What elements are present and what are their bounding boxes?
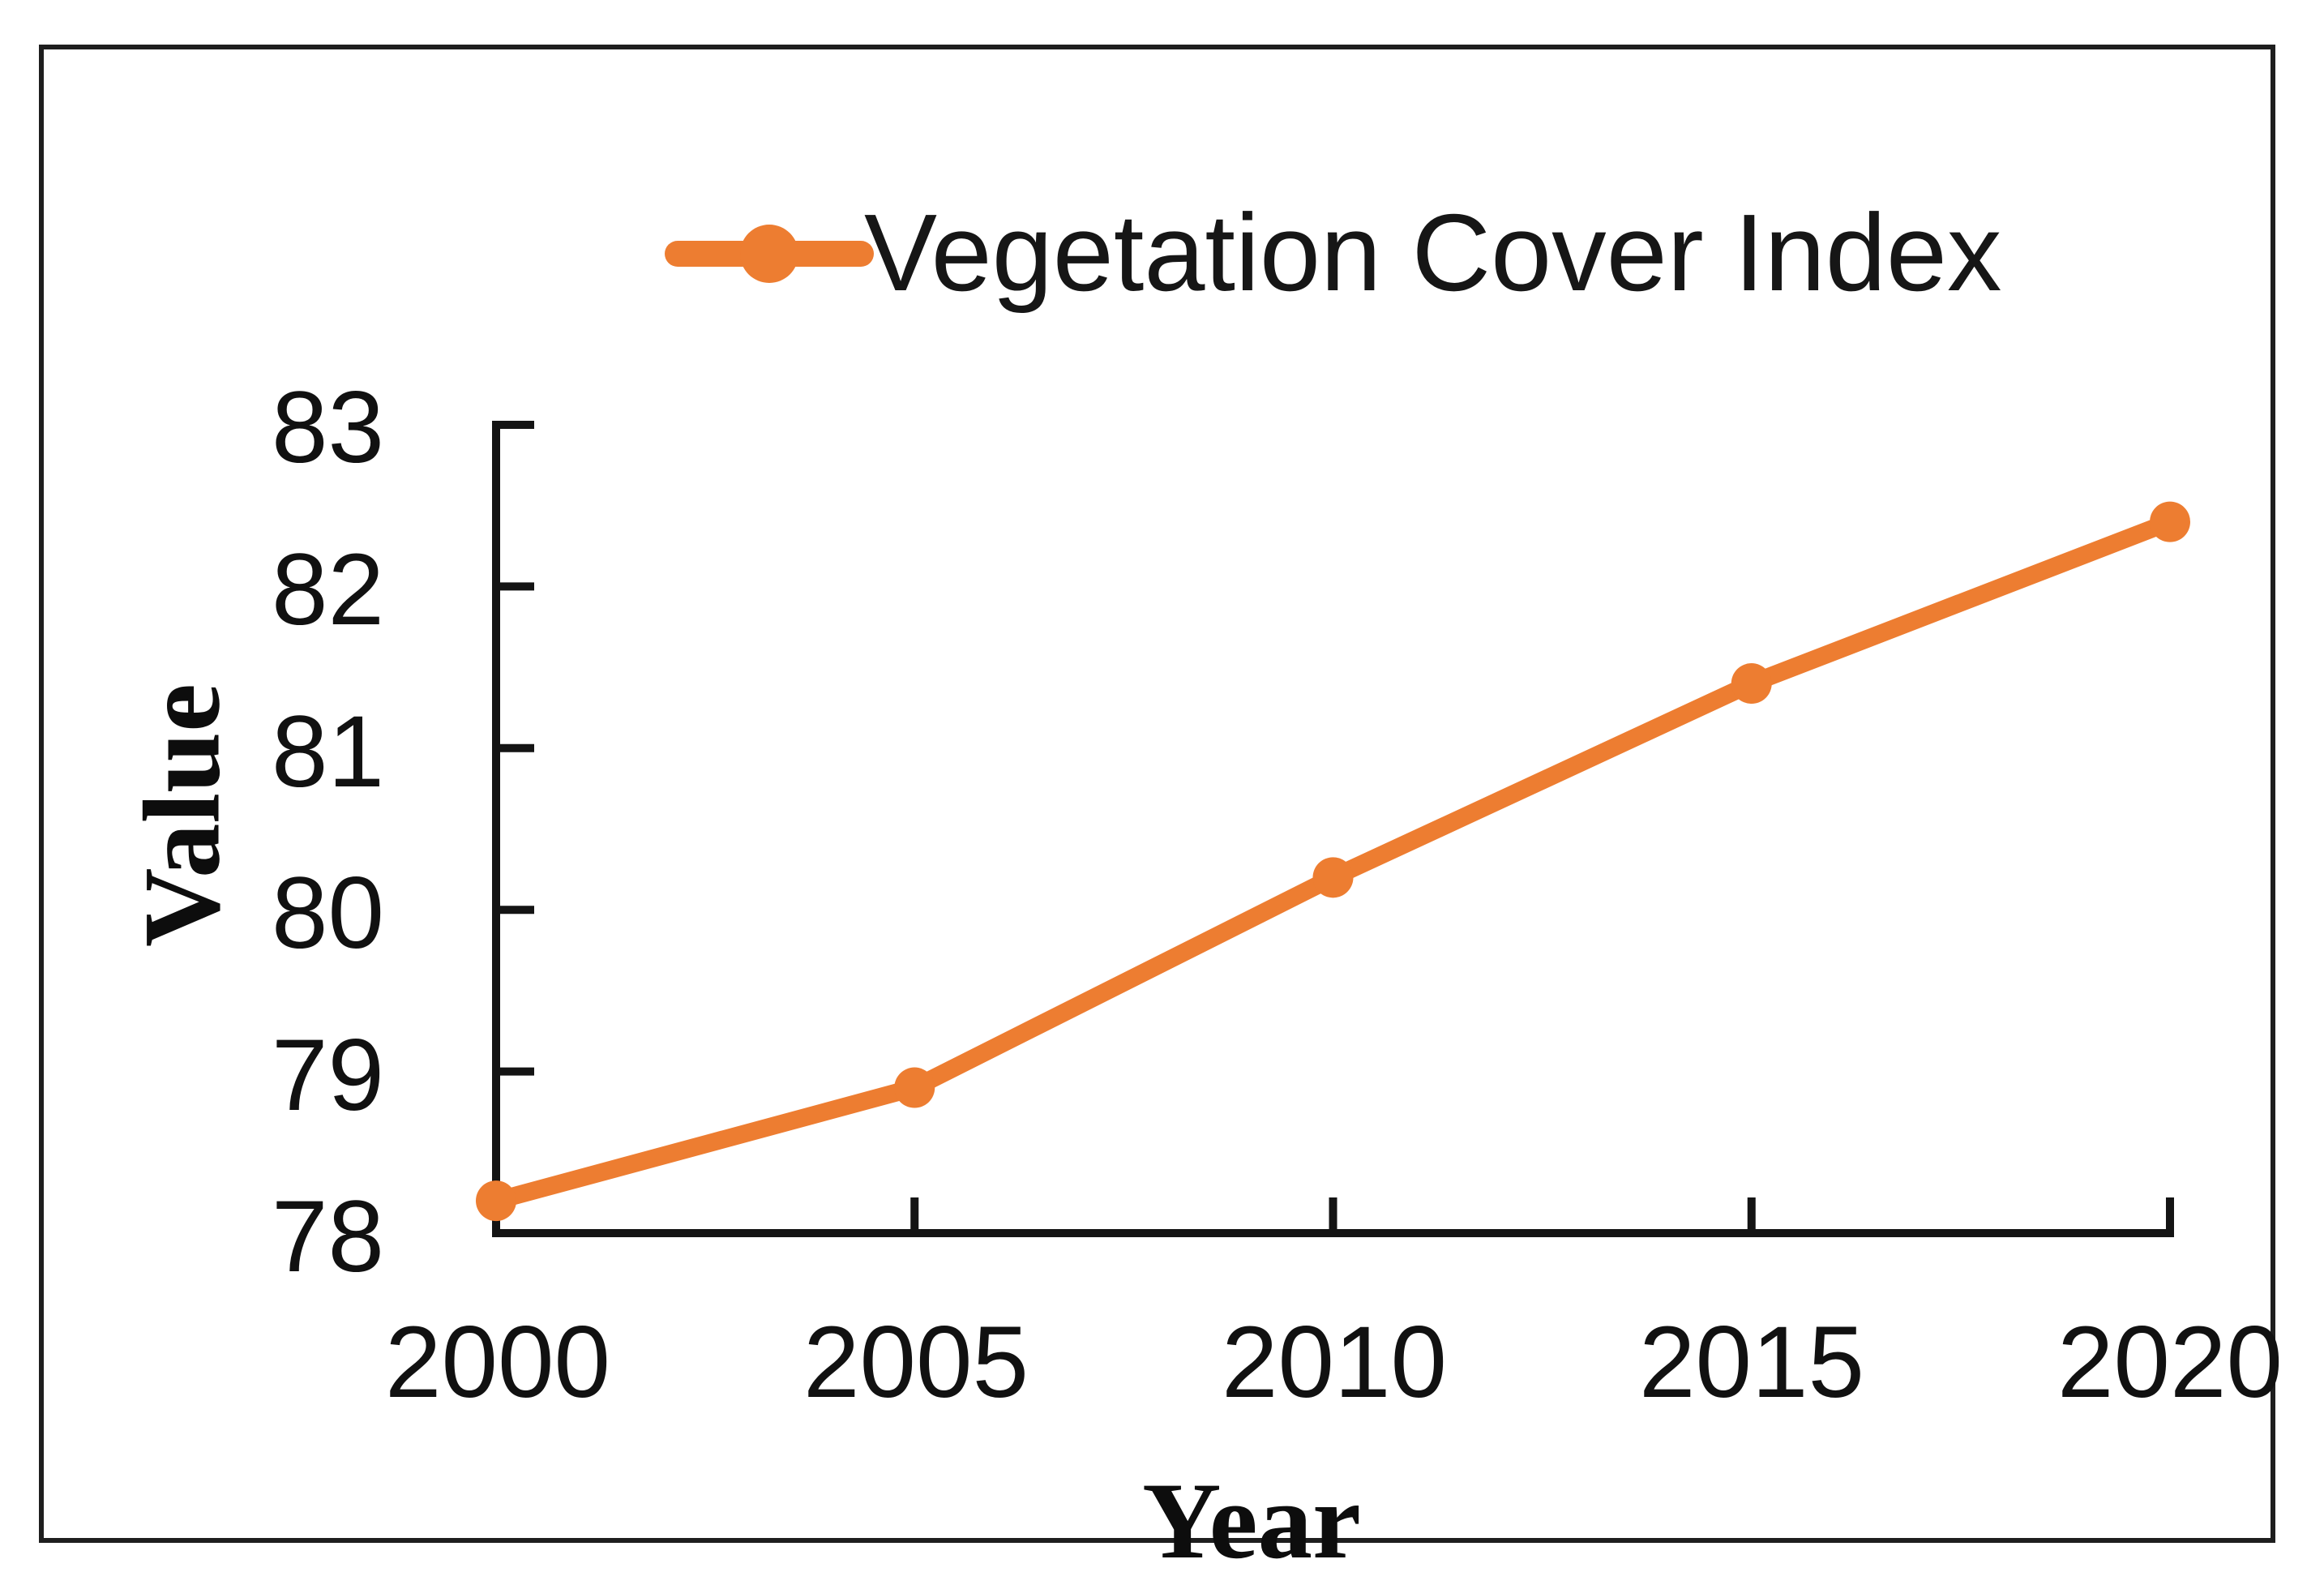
x-tick-label-2015: 2015 bbox=[1638, 1306, 1865, 1419]
x-tick-label-2010: 2010 bbox=[1221, 1306, 1448, 1419]
y-tick-label-80: 80 bbox=[271, 857, 384, 970]
data-point-2005 bbox=[894, 1067, 935, 1108]
data-point-2000 bbox=[476, 1180, 516, 1222]
y-tick-label-78: 78 bbox=[271, 1180, 384, 1293]
x-tick-label-2005: 2005 bbox=[802, 1306, 1029, 1419]
data-point-2015 bbox=[1731, 663, 1772, 705]
data-point-2010 bbox=[1312, 857, 1354, 898]
y-axis-title: Value bbox=[122, 683, 243, 948]
x-tick-label-2020: 2020 bbox=[2057, 1306, 2283, 1419]
axes-lines bbox=[492, 421, 2174, 1237]
y-tick-label-79: 79 bbox=[271, 1019, 384, 1132]
x-tick-label-2000: 2000 bbox=[384, 1306, 611, 1419]
x-axis-title: Year bbox=[1142, 1461, 1361, 1582]
y-tick-label-83: 83 bbox=[271, 371, 384, 484]
chart-frame: Vegetation Cover Index 83 82 81 80 79 78… bbox=[39, 45, 2283, 1576]
y-tick-label-81: 81 bbox=[271, 696, 384, 808]
y-tick-label-82: 82 bbox=[271, 533, 384, 646]
data-point-2020 bbox=[2150, 501, 2190, 542]
legend-swatch-marker bbox=[740, 225, 798, 283]
line-chart-canvas bbox=[476, 225, 2190, 1237]
legend-label: Vegetation Cover Index bbox=[864, 191, 2002, 314]
